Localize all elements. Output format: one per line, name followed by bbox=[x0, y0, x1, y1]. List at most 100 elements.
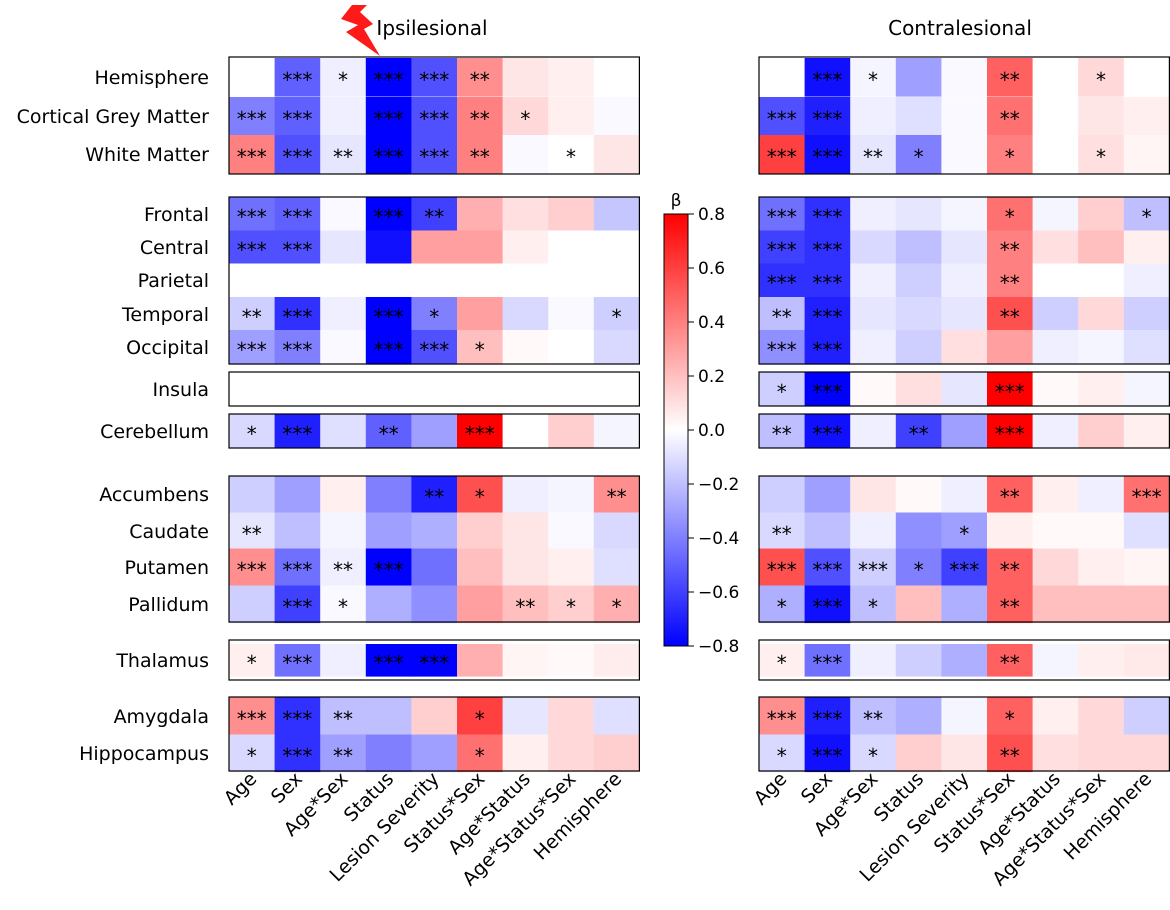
heatmap-cell bbox=[365, 135, 412, 174]
significance-stars: * bbox=[612, 595, 622, 619]
significance-stars: * bbox=[777, 380, 787, 404]
heatmap-cell bbox=[1032, 414, 1079, 449]
heatmap-cell bbox=[548, 372, 595, 407]
heatmap-cell bbox=[593, 230, 640, 265]
heatmap-cell bbox=[941, 97, 988, 136]
heatmap-cell bbox=[229, 330, 276, 365]
heatmap-cell bbox=[895, 475, 942, 514]
heatmap-cell bbox=[411, 512, 458, 551]
group-frame bbox=[758, 413, 1170, 449]
heatmap-cell bbox=[548, 97, 595, 136]
significance-stars: * bbox=[1096, 68, 1106, 92]
heatmap-cell bbox=[411, 297, 458, 332]
heatmap-cell bbox=[1078, 197, 1125, 232]
heatmap-cell bbox=[593, 263, 640, 298]
heatmap-cell bbox=[1032, 197, 1079, 232]
heatmap-cell bbox=[1078, 697, 1125, 736]
heatmap-cell bbox=[1032, 644, 1079, 677]
heatmap-cell bbox=[365, 330, 412, 365]
colorbar: β 0.8 0.6 0.4 0.2 0.0 −0.2 −0.4 −0.6 −0.8 bbox=[663, 191, 739, 657]
heatmap-cell bbox=[1078, 644, 1125, 677]
heatmap-cell bbox=[759, 734, 806, 773]
significance-stars: *** bbox=[282, 145, 312, 169]
row-label: Frontal bbox=[144, 204, 209, 226]
heatmap-cell bbox=[895, 585, 942, 624]
heatmap-cell bbox=[850, 263, 897, 298]
significance-stars: *** bbox=[419, 107, 449, 131]
colorbar-tick-label: 0.2 bbox=[698, 367, 725, 387]
heatmap-cell bbox=[593, 330, 640, 365]
significance-stars: * bbox=[914, 558, 924, 582]
significance-stars: ** bbox=[863, 145, 883, 169]
heatmap-cell bbox=[365, 297, 412, 332]
colorbar-tick-label: 0.8 bbox=[698, 205, 725, 225]
heatmap-cell bbox=[502, 512, 549, 551]
heatmap-cell bbox=[229, 230, 276, 265]
heatmap-cell bbox=[593, 297, 640, 332]
row-label: Amygdala bbox=[114, 706, 209, 728]
significance-stars: * bbox=[914, 145, 924, 169]
significance-stars: *** bbox=[282, 651, 312, 675]
heatmap-cell bbox=[804, 372, 851, 407]
heatmap-cell bbox=[1123, 475, 1170, 514]
significance-stars: * bbox=[566, 595, 576, 619]
heatmap-cell bbox=[502, 197, 549, 232]
significance-stars: ** bbox=[1000, 68, 1020, 92]
heatmap-cell bbox=[274, 58, 321, 97]
significance-stars: *** bbox=[812, 145, 842, 169]
significance-stars: * bbox=[475, 744, 485, 768]
heatmap-cell bbox=[1123, 697, 1170, 736]
heatmap-cell bbox=[1032, 372, 1079, 407]
heatmap-cell bbox=[1123, 230, 1170, 265]
heatmap-cell bbox=[850, 585, 897, 624]
heatmap-cell bbox=[850, 330, 897, 365]
heatmap-cell bbox=[1078, 734, 1125, 773]
heatmap-cell bbox=[229, 97, 276, 136]
heatmap-cell bbox=[759, 263, 806, 298]
heatmap-cell bbox=[548, 263, 595, 298]
heatmap-cell bbox=[1032, 135, 1079, 174]
row-label: Parietal bbox=[138, 270, 209, 292]
heatmap-cell bbox=[1032, 97, 1079, 136]
heatmap-cell bbox=[274, 585, 321, 624]
significance-stars: *** bbox=[282, 238, 312, 262]
lightning-bolt-icon bbox=[341, 5, 380, 56]
heatmap-cell bbox=[759, 372, 806, 407]
heatmap-cell bbox=[320, 372, 367, 407]
heatmap-cell bbox=[759, 585, 806, 624]
significance-stars: ** bbox=[424, 205, 444, 229]
significance-stars: * bbox=[247, 744, 257, 768]
heatmap-cell bbox=[941, 297, 988, 332]
heatmap-cell bbox=[593, 414, 640, 449]
heatmap-cell bbox=[987, 414, 1034, 449]
heatmap-cell bbox=[759, 697, 806, 736]
heatmap-panel-0: *** * *** *** ***** *** *** *** ** **** *** ** *** **… bbox=[228, 56, 640, 773]
heatmap-cell bbox=[850, 734, 897, 773]
heatmap-cell bbox=[895, 512, 942, 551]
heatmap-cell bbox=[850, 58, 897, 97]
significance-stars: ** bbox=[1000, 485, 1020, 509]
significance-stars: *** bbox=[374, 338, 404, 362]
heatmap-cell bbox=[502, 644, 549, 677]
colorbar-tick-label: 0.0 bbox=[698, 421, 725, 441]
heatmap-cell bbox=[593, 372, 640, 407]
significance-stars: ** bbox=[1000, 651, 1020, 675]
colorbar-tick-label: 0.4 bbox=[698, 313, 725, 333]
heatmap-cell bbox=[987, 697, 1034, 736]
heatmap-cell bbox=[941, 230, 988, 265]
heatmap-cell bbox=[548, 197, 595, 232]
significance-stars: ** bbox=[909, 422, 929, 446]
heatmap-cell bbox=[759, 135, 806, 174]
significance-stars: *** bbox=[282, 68, 312, 92]
heatmap-cell bbox=[274, 297, 321, 332]
heatmap-cell bbox=[804, 135, 851, 174]
heatmap-cell bbox=[850, 697, 897, 736]
heatmap-cell bbox=[274, 330, 321, 365]
heatmap-cell bbox=[895, 734, 942, 773]
heatmap-cell bbox=[941, 197, 988, 232]
heatmap-cell bbox=[411, 58, 458, 97]
heatmap-cell bbox=[365, 372, 412, 407]
heatmap-cell bbox=[365, 585, 412, 624]
heatmap-cell bbox=[804, 585, 851, 624]
heatmap-cell bbox=[987, 330, 1034, 365]
